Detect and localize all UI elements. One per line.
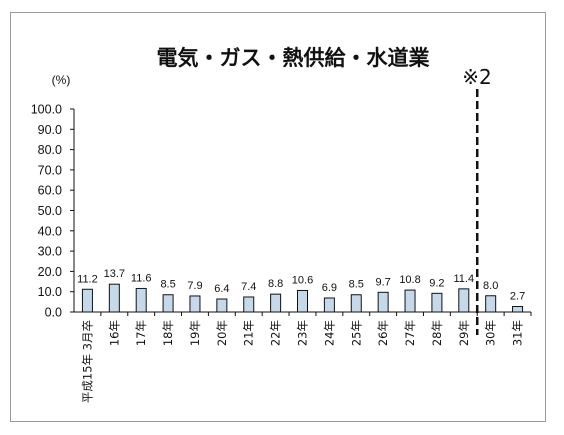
y-tick-label: 50.0 bbox=[38, 204, 62, 218]
y-axis-unit-label: (%) bbox=[52, 73, 71, 87]
x-tick-label: 21年 bbox=[242, 320, 256, 346]
y-tick-label: 10.0 bbox=[38, 285, 62, 299]
bar-value-label: 11.2 bbox=[77, 273, 98, 285]
x-tick-label: 31年 bbox=[511, 320, 525, 346]
data-labels: 11.2 13.7 11.6 8.5 7.9 6.4 7.4 8.8 10.6 6.9 8.5 9.7… bbox=[77, 268, 525, 302]
bar-value-label: 11.6 bbox=[131, 272, 152, 284]
bar-value-label: 7.4 bbox=[241, 281, 256, 293]
x-tick-label: 30年 bbox=[484, 320, 498, 346]
bar-value-label: 13.7 bbox=[104, 268, 125, 280]
x-tick-label: 27年 bbox=[403, 320, 417, 346]
x-tick-label: 18年 bbox=[161, 320, 175, 346]
bar bbox=[81, 288, 93, 313]
y-tick-label: 80.0 bbox=[38, 143, 62, 157]
x-tick-label: 17年 bbox=[134, 320, 148, 346]
bar bbox=[108, 283, 120, 313]
bar bbox=[135, 287, 147, 313]
x-tick-label: 24年 bbox=[322, 320, 336, 346]
x-tick-label: 26年 bbox=[376, 320, 390, 346]
bar-value-label: 10.8 bbox=[399, 274, 420, 286]
chart-title: 電気・ガス・熱供給・水道業 bbox=[157, 46, 431, 70]
bar-value-label: 8.8 bbox=[268, 278, 283, 290]
bar-value-label: 8.5 bbox=[160, 279, 175, 291]
x-tick-label: 16年 bbox=[107, 320, 121, 346]
bar bbox=[485, 295, 497, 313]
y-tick-label: 0.0 bbox=[45, 306, 62, 320]
bar bbox=[404, 289, 416, 313]
bar bbox=[189, 295, 201, 313]
bar bbox=[512, 306, 524, 313]
y-tick-label: 90.0 bbox=[38, 123, 62, 137]
x-tick-label: 20年 bbox=[215, 320, 229, 346]
x-tick-label: 23年 bbox=[296, 320, 310, 346]
bar-value-label: 11.4 bbox=[453, 273, 474, 285]
x-tick-label: 22年 bbox=[269, 320, 283, 346]
bar bbox=[350, 294, 362, 313]
bar-value-label: 8.0 bbox=[483, 280, 498, 292]
x-tick-label: 28年 bbox=[430, 320, 444, 346]
annotation-note: ※2 bbox=[462, 65, 491, 89]
x-tick-label: 平成15年 3月卒 bbox=[80, 320, 94, 403]
bars bbox=[81, 283, 524, 313]
bar-chart: 電気・ガス・熱供給・水道業 (%) ※2 100.0 90.0 80.0 70.0 60… bbox=[31, 46, 532, 403]
chart-frame: 電気・ガス・熱供給・水道業 (%) ※2 100.0 90.0 80.0 70.0 60… bbox=[10, 12, 546, 422]
y-axis-ticks: 100.0 90.0 80.0 70.0 60.0 50.0 40.0 30.0 20.0 10.… bbox=[31, 103, 74, 320]
bar-value-label: 7.9 bbox=[187, 280, 202, 292]
y-tick-label: 20.0 bbox=[38, 265, 62, 279]
y-tick-label: 30.0 bbox=[38, 245, 62, 259]
bar bbox=[431, 292, 443, 313]
bar bbox=[216, 298, 228, 313]
y-tick-label: 60.0 bbox=[38, 184, 62, 198]
bar-value-label: 9.2 bbox=[429, 277, 444, 289]
x-tick-label: 25年 bbox=[349, 320, 363, 346]
y-tick-label: 70.0 bbox=[38, 163, 62, 177]
bar bbox=[270, 293, 282, 313]
bar-value-label: 2.7 bbox=[510, 291, 525, 303]
bar bbox=[377, 291, 389, 313]
bar-value-label: 6.4 bbox=[214, 283, 229, 295]
bar bbox=[243, 296, 255, 313]
bar bbox=[297, 289, 308, 313]
bar bbox=[162, 294, 174, 313]
bar bbox=[323, 297, 335, 313]
x-tick-label: 19年 bbox=[188, 320, 202, 346]
bar-value-label: 6.9 bbox=[322, 282, 337, 294]
y-tick-label: 40.0 bbox=[38, 224, 62, 238]
bar-value-label: 10.6 bbox=[292, 274, 313, 286]
x-tick-label: 29年 bbox=[457, 320, 471, 346]
bar bbox=[458, 288, 470, 313]
bar-value-label: 8.5 bbox=[349, 279, 364, 291]
bar-value-label: 9.7 bbox=[375, 276, 390, 288]
x-axis-ticks: 平成15年 3月卒 16年 17年 18年 19年 20年 21年 22年 23年 24年 25年 2… bbox=[80, 312, 532, 403]
y-tick-label: 100.0 bbox=[31, 103, 62, 117]
